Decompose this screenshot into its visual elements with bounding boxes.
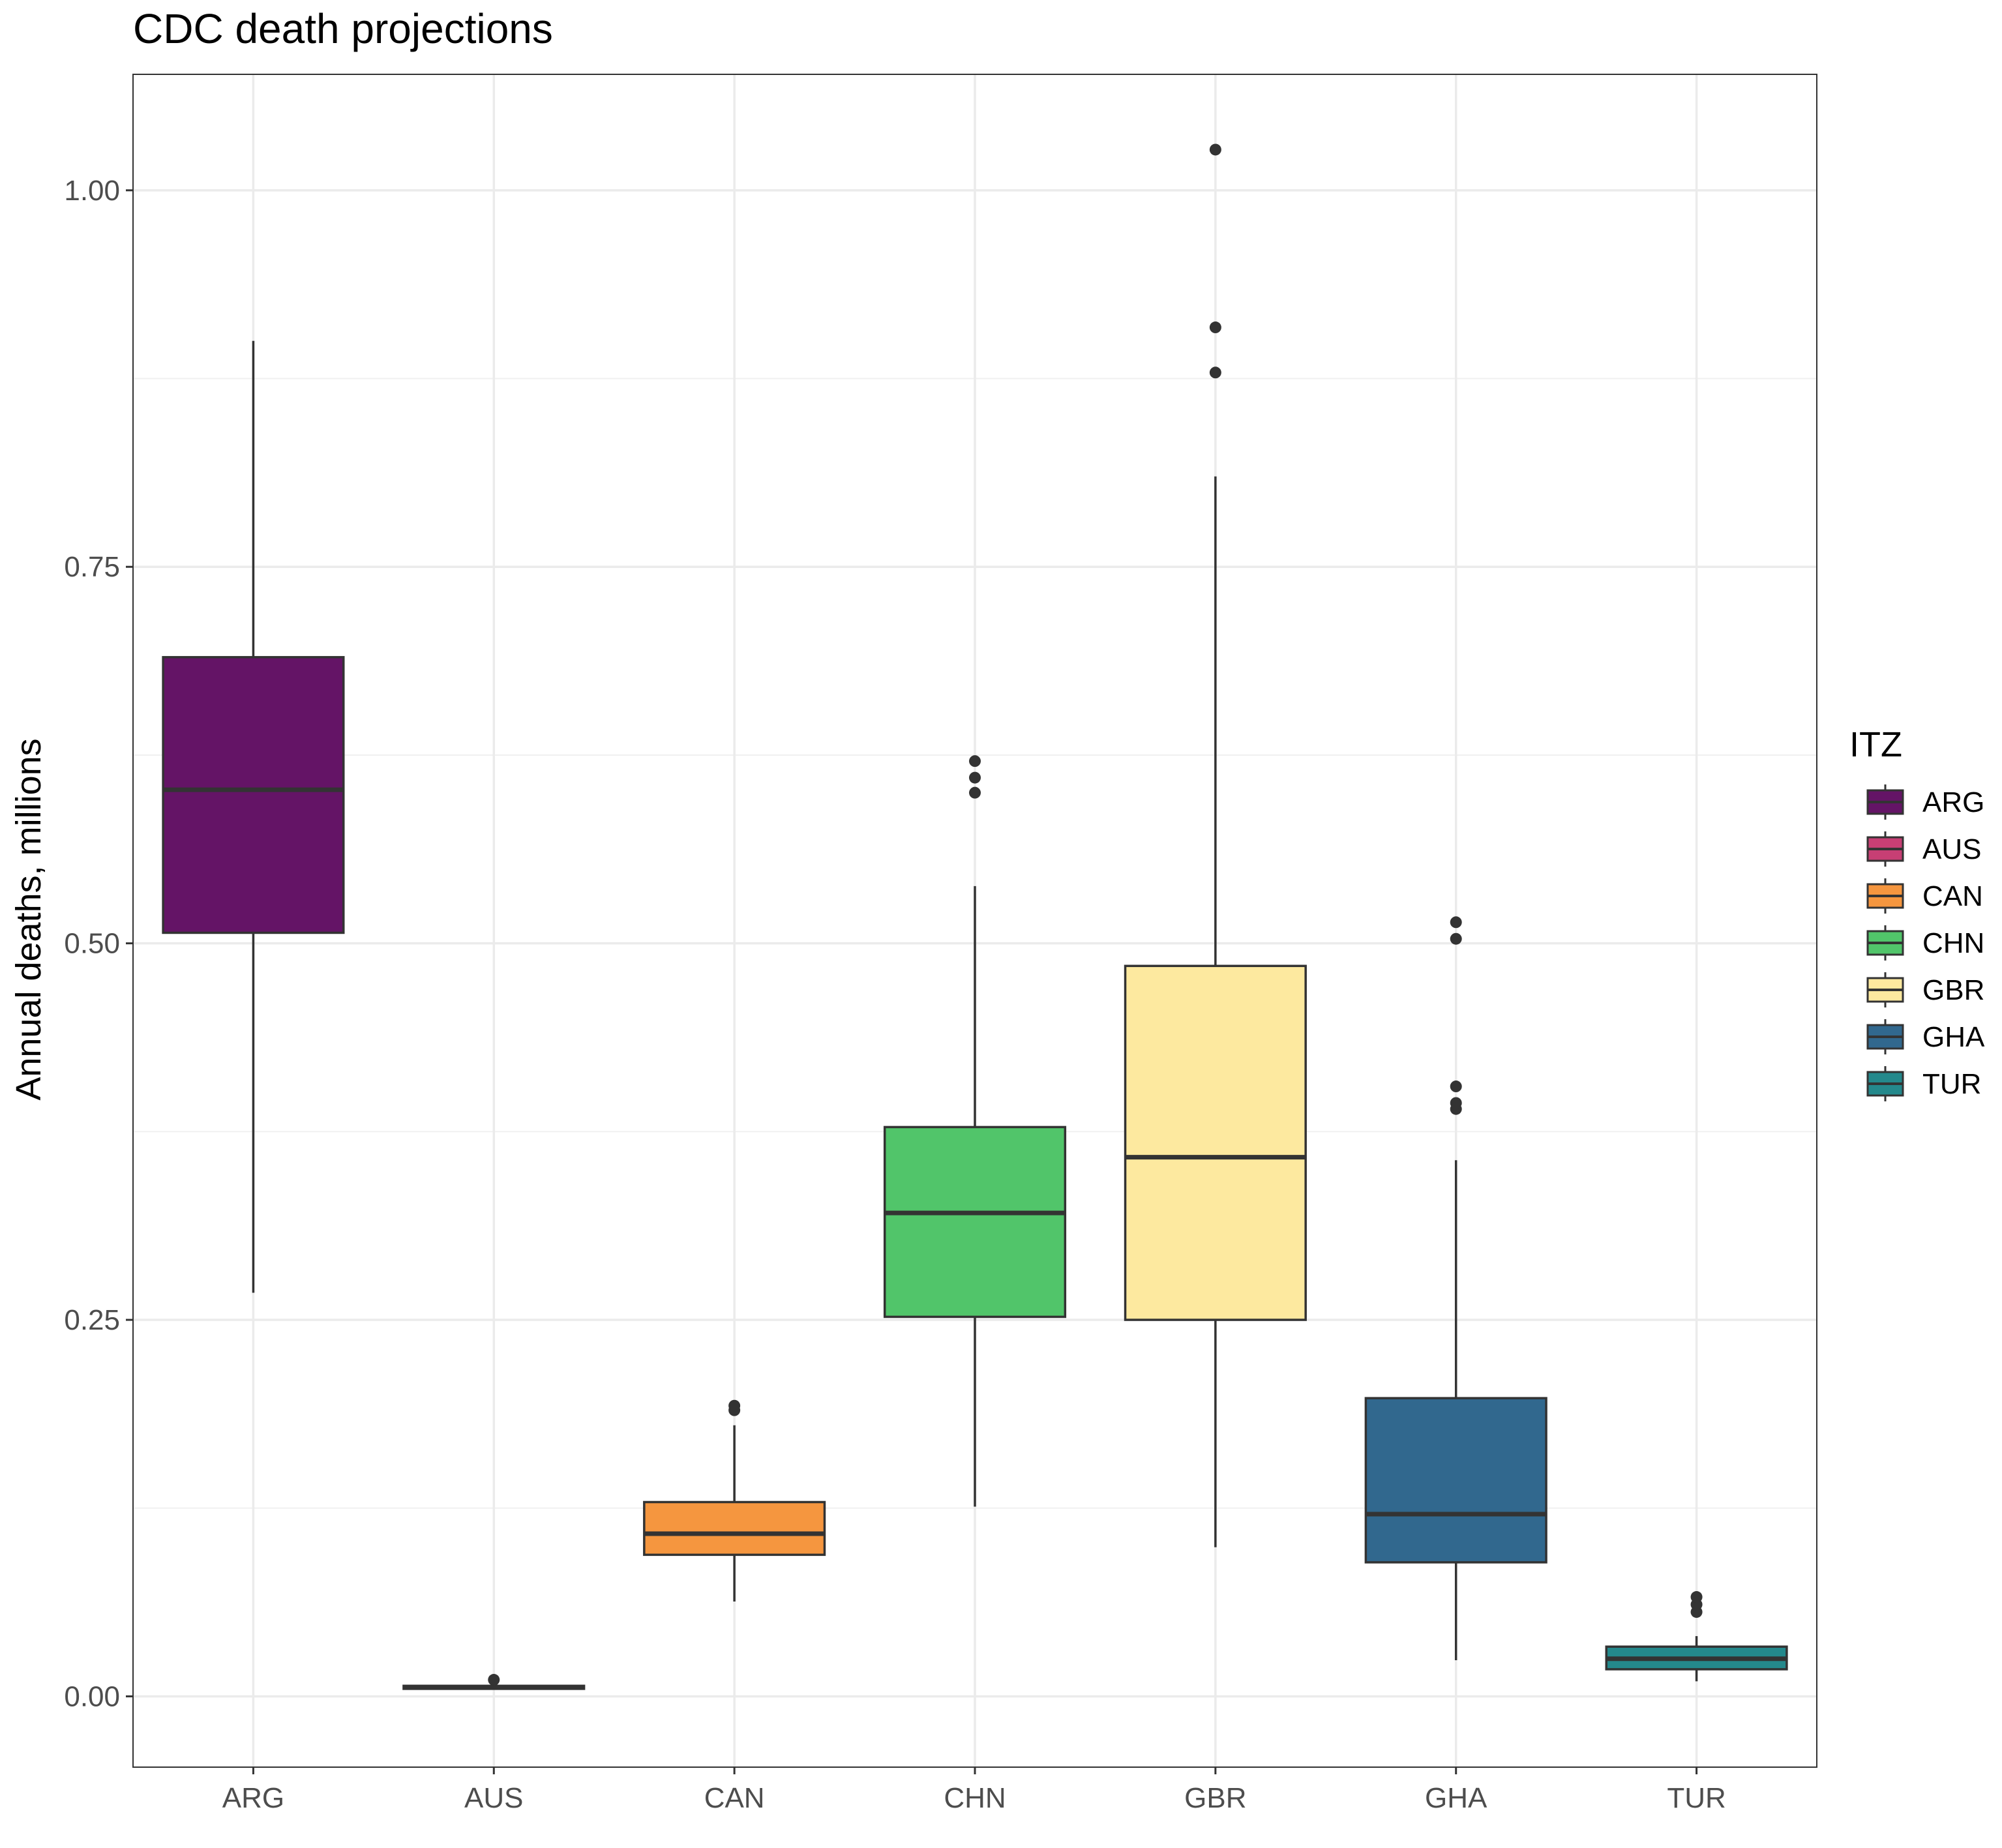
legend-label: CHN <box>1922 927 1984 959</box>
box-tur <box>1605 1591 1788 1682</box>
legend-item-arg: ARG <box>1866 784 1984 820</box>
y-tick-label: 0.75 <box>64 551 120 583</box>
outlier-point <box>1209 366 1221 379</box>
x-tick-label: GBR <box>1184 1782 1246 1814</box>
legend: ITZ ARG AUS CAN CHN GBR GHA TUR <box>1849 725 1985 1101</box>
y-axis-label: Annual deaths, millions <box>9 738 48 1100</box>
legend-label: CAN <box>1922 880 1983 912</box>
outlier-point <box>1209 321 1221 334</box>
box-body <box>883 1125 1067 1319</box>
outlier-point <box>1450 1097 1462 1109</box>
legend-item-gbr: GBR <box>1866 972 1984 1007</box>
x-tick-label: AUS <box>464 1782 523 1814</box>
box-aus <box>402 1674 586 1690</box>
legend-title: ITZ <box>1849 725 1902 764</box>
x-tick-label: CHN <box>944 1782 1006 1814</box>
axes: 0.00 0.25 0.50 0.75 1.00 ARG AUS CAN CHN GBR GHA TU… <box>64 175 1726 1814</box>
box-chn <box>883 755 1067 1507</box>
legend-item-aus: AUS <box>1866 831 1981 867</box>
outlier-point <box>488 1674 500 1686</box>
chart-title: CDC death projections <box>133 5 553 52</box>
outlier-point <box>969 771 981 784</box>
outlier-point <box>1450 1080 1462 1093</box>
legend-item-tur: TUR <box>1866 1066 1981 1101</box>
box-body <box>162 656 345 934</box>
outlier-point <box>969 755 981 768</box>
box-arg <box>162 340 345 1293</box>
legend-item-chn: CHN <box>1866 925 1984 961</box>
legend-label: AUS <box>1922 833 1981 865</box>
legend-label: ARG <box>1922 786 1984 818</box>
box-can <box>643 1399 826 1602</box>
outlier-point <box>1450 916 1462 929</box>
x-tick-label: TUR <box>1667 1782 1726 1814</box>
x-tick-label: CAN <box>704 1782 765 1814</box>
outlier-point <box>1450 932 1462 945</box>
outlier-point <box>1209 143 1221 156</box>
box-gha <box>1364 916 1547 1661</box>
legend-label: GHA <box>1922 1021 1985 1053</box>
box-body <box>1124 964 1307 1321</box>
y-tick-label: 1.00 <box>64 175 120 207</box>
outlier-point <box>1690 1591 1703 1603</box>
x-tick-label: GHA <box>1425 1782 1487 1814</box>
box-body <box>1364 1397 1547 1564</box>
outlier-point <box>728 1399 741 1412</box>
legend-label: GBR <box>1922 974 1984 1006</box>
box-body <box>643 1500 826 1557</box>
legend-items: ARG AUS CAN CHN GBR GHA TUR <box>1866 784 1985 1101</box>
legend-item-can: CAN <box>1866 878 1983 914</box>
legend-label: TUR <box>1922 1068 1981 1100</box>
box-gbr <box>1124 143 1307 1547</box>
y-tick-label: 0.25 <box>64 1304 120 1336</box>
outlier-point <box>969 786 981 799</box>
y-tick-label: 0.50 <box>64 928 120 960</box>
x-tick-label: ARG <box>222 1782 284 1814</box>
legend-item-gha: GHA <box>1866 1019 1985 1054</box>
boxes <box>162 143 1788 1690</box>
y-tick-label: 0.00 <box>64 1680 120 1712</box>
